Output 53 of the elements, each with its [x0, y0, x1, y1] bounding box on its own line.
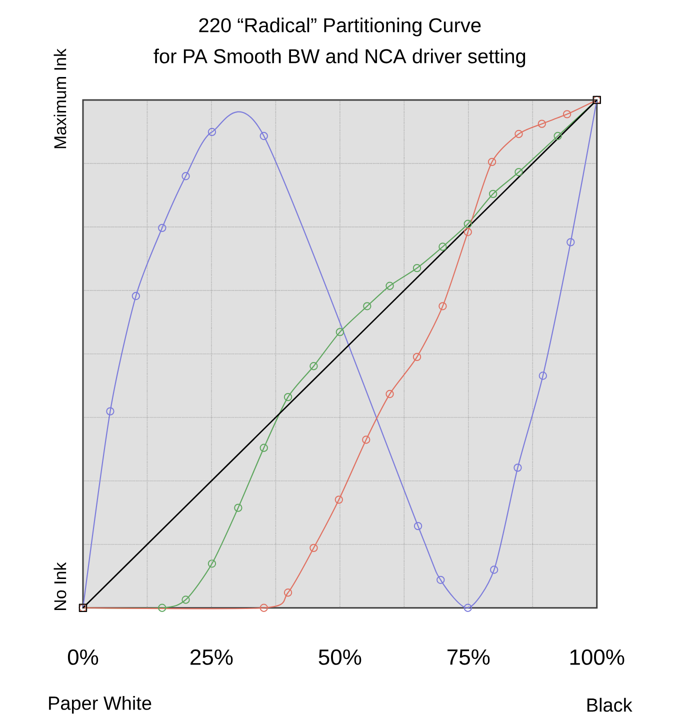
- point: [566, 238, 575, 246]
- point: [208, 128, 216, 136]
- point: [538, 120, 546, 128]
- point: [436, 576, 445, 584]
- point: [284, 392, 292, 402]
- point: [514, 130, 523, 138]
- point: [132, 292, 140, 300]
- text: Black: [588, 698, 632, 712]
- x-tick-label: 100%: [570, 649, 624, 665]
- point: [260, 444, 268, 452]
- point: [106, 407, 114, 416]
- point: [464, 228, 472, 236]
- point: [386, 282, 394, 290]
- point: [464, 220, 472, 228]
- point: [158, 224, 166, 232]
- x-tick-label: 50%: [318, 649, 362, 665]
- point: [464, 604, 472, 612]
- point: [514, 168, 523, 176]
- point: [412, 264, 422, 272]
- text: No Ink: [54, 562, 66, 610]
- point: [488, 158, 496, 166]
- point: [182, 172, 190, 180]
- x-tick-label: 0%: [68, 649, 98, 665]
- point: [538, 372, 548, 380]
- point: [414, 522, 422, 530]
- chart-subtitle: for PA Smooth BW and NCA driver setting: [154, 48, 526, 68]
- point: [563, 110, 572, 118]
- x-tick-label: 25%: [190, 649, 233, 665]
- point: [514, 464, 522, 472]
- text: Maximum Ink: [54, 48, 66, 148]
- point: [363, 302, 372, 310]
- point: [182, 596, 190, 604]
- point: [260, 132, 268, 140]
- point: [438, 302, 447, 310]
- point: [412, 352, 422, 362]
- point: [158, 604, 166, 612]
- point: [284, 588, 292, 597]
- x-tick-label: 75%: [448, 649, 490, 665]
- point: [438, 242, 447, 251]
- point: [310, 362, 318, 370]
- point: [554, 132, 562, 140]
- point: [362, 436, 370, 444]
- point: [260, 604, 268, 612]
- point: [489, 190, 498, 198]
- point: [336, 328, 344, 336]
- point: [234, 504, 242, 512]
- point: [208, 560, 216, 568]
- point: [310, 544, 318, 552]
- point: [386, 390, 394, 398]
- text: Paper White: [49, 696, 152, 714]
- point: [334, 496, 344, 504]
- chart-title: 220 “Radical” Partitioning Curve: [199, 18, 481, 36]
- point: [490, 566, 498, 574]
